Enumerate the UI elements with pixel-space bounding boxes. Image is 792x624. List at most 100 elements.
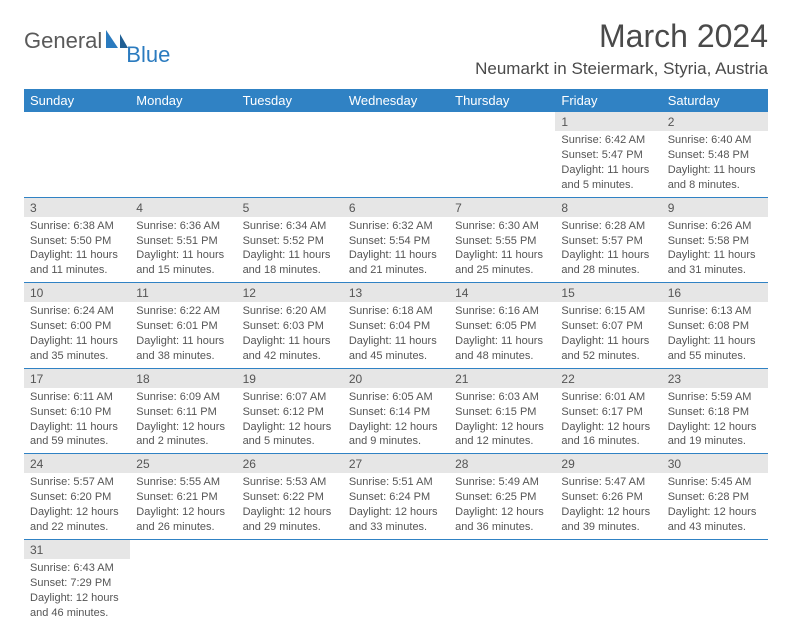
day-details: Sunrise: 5:53 AMSunset: 6:22 PMDaylight:… [237,473,343,538]
calendar-day-cell: 24Sunrise: 5:57 AMSunset: 6:20 PMDayligh… [24,454,130,540]
day-number: 24 [24,454,130,473]
daylight-text-1: Daylight: 11 hours [30,420,124,435]
daylight-text-1: Daylight: 11 hours [243,334,337,349]
calendar-day-cell: 31Sunrise: 6:43 AMSunset: 7:29 PMDayligh… [24,539,130,624]
sunrise-text: Sunrise: 6:15 AM [561,304,655,319]
day-details: Sunrise: 5:47 AMSunset: 6:26 PMDaylight:… [555,473,661,538]
calendar-day-cell: 17Sunrise: 6:11 AMSunset: 6:10 PMDayligh… [24,368,130,454]
daylight-text-2: and 16 minutes. [561,434,655,449]
day-details: Sunrise: 6:40 AMSunset: 5:48 PMDaylight:… [662,131,768,196]
sunrise-text: Sunrise: 6:09 AM [136,390,230,405]
calendar-table: Sunday Monday Tuesday Wednesday Thursday… [24,89,768,624]
calendar-day-cell: 22Sunrise: 6:01 AMSunset: 6:17 PMDayligh… [555,368,661,454]
day-number: 10 [24,283,130,302]
day-number: 26 [237,454,343,473]
day-number: 5 [237,198,343,217]
calendar-day-cell [130,112,236,197]
calendar-day-cell [555,539,661,624]
daylight-text-2: and 35 minutes. [30,349,124,364]
sunset-text: Sunset: 5:51 PM [136,234,230,249]
calendar-day-cell [343,112,449,197]
day-details: Sunrise: 5:49 AMSunset: 6:25 PMDaylight:… [449,473,555,538]
sunset-text: Sunset: 6:17 PM [561,405,655,420]
day-number: 25 [130,454,236,473]
daylight-text-2: and 11 minutes. [30,263,124,278]
day-details: Sunrise: 5:45 AMSunset: 6:28 PMDaylight:… [662,473,768,538]
sunset-text: Sunset: 5:47 PM [561,148,655,163]
sunset-text: Sunset: 6:05 PM [455,319,549,334]
sunset-text: Sunset: 5:58 PM [668,234,762,249]
day-number: 7 [449,198,555,217]
calendar-day-cell: 25Sunrise: 5:55 AMSunset: 6:21 PMDayligh… [130,454,236,540]
calendar-day-cell: 4Sunrise: 6:36 AMSunset: 5:51 PMDaylight… [130,197,236,283]
sunrise-text: Sunrise: 6:18 AM [349,304,443,319]
calendar-day-cell: 28Sunrise: 5:49 AMSunset: 6:25 PMDayligh… [449,454,555,540]
daylight-text-1: Daylight: 11 hours [30,248,124,263]
calendar-day-cell: 7Sunrise: 6:30 AMSunset: 5:55 PMDaylight… [449,197,555,283]
day-details: Sunrise: 5:59 AMSunset: 6:18 PMDaylight:… [662,388,768,453]
day-number: 19 [237,369,343,388]
sunset-text: Sunset: 6:14 PM [349,405,443,420]
sunset-text: Sunset: 6:21 PM [136,490,230,505]
sunset-text: Sunset: 6:26 PM [561,490,655,505]
day-details: Sunrise: 6:28 AMSunset: 5:57 PMDaylight:… [555,217,661,282]
sunrise-text: Sunrise: 6:13 AM [668,304,762,319]
daylight-text-2: and 42 minutes. [243,349,337,364]
daylight-text-2: and 25 minutes. [455,263,549,278]
sunset-text: Sunset: 6:28 PM [668,490,762,505]
day-number: 21 [449,369,555,388]
calendar-day-cell [343,539,449,624]
day-number: 18 [130,369,236,388]
day-details: Sunrise: 6:43 AMSunset: 7:29 PMDaylight:… [24,559,130,624]
calendar-day-cell: 20Sunrise: 6:05 AMSunset: 6:14 PMDayligh… [343,368,449,454]
daylight-text-2: and 31 minutes. [668,263,762,278]
header: General Blue March 2024 Neumarkt in Stei… [24,18,768,81]
daylight-text-2: and 21 minutes. [349,263,443,278]
calendar-day-cell: 30Sunrise: 5:45 AMSunset: 6:28 PMDayligh… [662,454,768,540]
daylight-text-1: Daylight: 11 hours [349,248,443,263]
calendar-day-cell: 21Sunrise: 6:03 AMSunset: 6:15 PMDayligh… [449,368,555,454]
daylight-text-2: and 39 minutes. [561,520,655,535]
sunset-text: Sunset: 6:11 PM [136,405,230,420]
calendar-week-row: 31Sunrise: 6:43 AMSunset: 7:29 PMDayligh… [24,539,768,624]
daylight-text-2: and 52 minutes. [561,349,655,364]
sunset-text: Sunset: 6:07 PM [561,319,655,334]
daylight-text-1: Daylight: 12 hours [561,505,655,520]
sunset-text: Sunset: 6:04 PM [349,319,443,334]
sunrise-text: Sunrise: 5:55 AM [136,475,230,490]
sunset-text: Sunset: 6:15 PM [455,405,549,420]
day-number: 28 [449,454,555,473]
sunset-text: Sunset: 5:55 PM [455,234,549,249]
day-details: Sunrise: 6:03 AMSunset: 6:15 PMDaylight:… [449,388,555,453]
daylight-text-1: Daylight: 11 hours [349,334,443,349]
sunset-text: Sunset: 6:00 PM [30,319,124,334]
sunset-text: Sunset: 5:57 PM [561,234,655,249]
sunset-text: Sunset: 6:20 PM [30,490,124,505]
calendar-day-cell: 12Sunrise: 6:20 AMSunset: 6:03 PMDayligh… [237,283,343,369]
sunrise-text: Sunrise: 5:53 AM [243,475,337,490]
daylight-text-2: and 33 minutes. [349,520,443,535]
day-details: Sunrise: 6:38 AMSunset: 5:50 PMDaylight:… [24,217,130,282]
sunset-text: Sunset: 5:48 PM [668,148,762,163]
logo-text-general: General [24,28,102,54]
day-details: Sunrise: 6:30 AMSunset: 5:55 PMDaylight:… [449,217,555,282]
sunrise-text: Sunrise: 6:05 AM [349,390,443,405]
weekday-header: Wednesday [343,89,449,112]
day-details: Sunrise: 6:26 AMSunset: 5:58 PMDaylight:… [662,217,768,282]
weekday-header: Monday [130,89,236,112]
calendar-day-cell: 15Sunrise: 6:15 AMSunset: 6:07 PMDayligh… [555,283,661,369]
sunrise-text: Sunrise: 6:28 AM [561,219,655,234]
sunset-text: Sunset: 6:12 PM [243,405,337,420]
calendar-day-cell: 16Sunrise: 6:13 AMSunset: 6:08 PMDayligh… [662,283,768,369]
sunrise-text: Sunrise: 5:51 AM [349,475,443,490]
day-details: Sunrise: 6:09 AMSunset: 6:11 PMDaylight:… [130,388,236,453]
month-title: March 2024 [475,18,768,55]
sunrise-text: Sunrise: 6:16 AM [455,304,549,319]
calendar-day-cell [130,539,236,624]
day-number: 9 [662,198,768,217]
daylight-text-1: Daylight: 11 hours [455,248,549,263]
sunset-text: Sunset: 6:10 PM [30,405,124,420]
day-number: 30 [662,454,768,473]
calendar-day-cell: 19Sunrise: 6:07 AMSunset: 6:12 PMDayligh… [237,368,343,454]
sunrise-text: Sunrise: 6:26 AM [668,219,762,234]
